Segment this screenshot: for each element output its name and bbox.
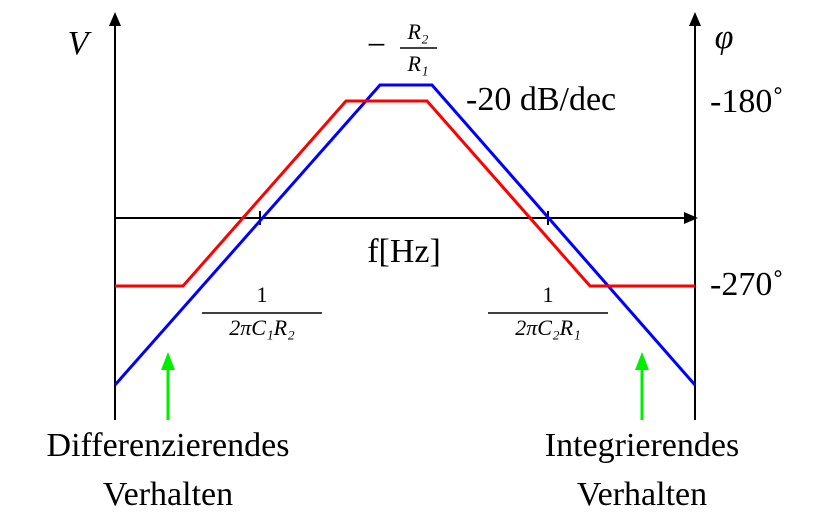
phase-curve [115, 99, 695, 288]
region-label: Differenzierendes [47, 427, 290, 464]
arrowhead [689, 12, 701, 26]
gain-curve [113, 83, 697, 386]
slope-label: -20 dB/dec [466, 81, 616, 118]
arrowhead [161, 352, 175, 370]
arrowhead [684, 212, 698, 224]
tick-label: -270˚ [710, 266, 784, 303]
fraction-numerator: R₂ [406, 19, 428, 44]
fraction-denominator: 2πC₁R₂ [229, 315, 295, 340]
axis-label: φ [715, 19, 734, 56]
region-label: Verhalten [577, 476, 707, 513]
gain-sign: − [367, 27, 386, 64]
fraction-denominator: 2πC₂R₁ [515, 315, 580, 340]
fraction-denominator: R₁ [406, 51, 428, 76]
fraction-numerator: 1 [543, 282, 554, 307]
region-label: Verhalten [103, 476, 233, 513]
axis-label: f[Hz] [367, 233, 441, 270]
fraction-numerator: 1 [257, 282, 268, 307]
region-label: Integrierendes [545, 427, 739, 464]
axis-label: V [68, 25, 93, 62]
arrowhead [109, 12, 121, 26]
tick-label: -180˚ [710, 83, 784, 120]
arrowhead [635, 352, 649, 370]
